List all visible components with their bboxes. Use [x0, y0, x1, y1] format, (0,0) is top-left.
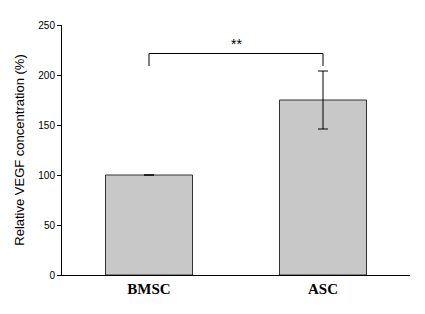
svg-text:250: 250: [38, 20, 55, 31]
svg-text:**: **: [231, 36, 242, 52]
svg-text:200: 200: [38, 70, 55, 81]
svg-text:50: 50: [44, 220, 56, 231]
svg-text:0: 0: [49, 270, 55, 281]
svg-text:100: 100: [38, 170, 55, 181]
svg-text:150: 150: [38, 120, 55, 131]
svg-text:Relative VEGF concentration (%: Relative VEGF concentration (%): [12, 54, 27, 245]
svg-text:ASC: ASC: [308, 281, 338, 297]
svg-text:BMSC: BMSC: [127, 281, 170, 297]
